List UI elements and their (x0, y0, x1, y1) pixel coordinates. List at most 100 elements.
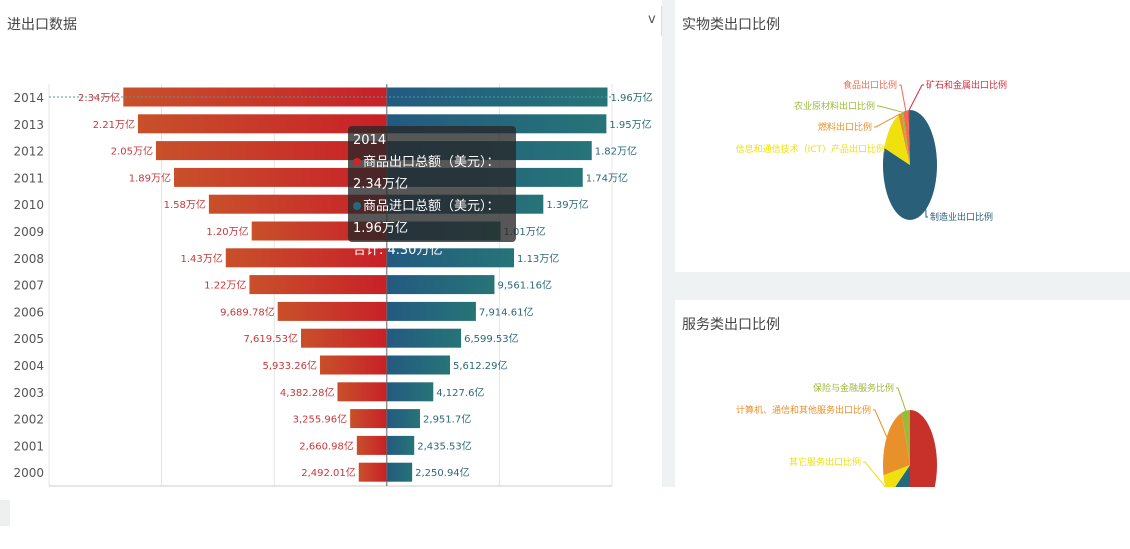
export-value-label: 2,492.01亿 (301, 466, 356, 479)
year-label: 2003 (13, 386, 44, 400)
divider (675, 272, 1130, 300)
export-bar (249, 275, 387, 295)
import-value-label: 2,250.94亿 (415, 466, 470, 479)
export-bar (123, 87, 387, 107)
export-value-label: 7,619.53亿 (243, 332, 298, 345)
year-label: 2004 (13, 359, 44, 373)
year-label: 2013 (13, 118, 44, 132)
slice-label: 其它服务出口比例 (789, 456, 861, 468)
chart-tooltip: 2014 商品出口总额（美元）：2.34万亿 商品进口总额（美元）：1.96万亿… (348, 126, 516, 258)
export-bar (337, 382, 387, 402)
export-bar (358, 462, 387, 482)
pie-slice (884, 115, 910, 165)
year-label: 2000 (13, 466, 44, 480)
label-line (896, 387, 907, 411)
import-bar (386, 382, 434, 402)
slice-label: 农业原材料出口比例 (794, 100, 875, 112)
import-value-label: 9,561.16亿 (497, 279, 552, 292)
divider (661, 6, 662, 36)
year-label: 2010 (13, 198, 44, 212)
import-value-label: 1.13万亿 (517, 252, 559, 265)
slice-label: 矿石和金属出口比例 (926, 79, 1007, 91)
import-value-label: 6,599.53亿 (464, 332, 519, 345)
export-bar (208, 194, 387, 214)
import-value-label: 1.82万亿 (595, 145, 637, 158)
pie-slice (908, 110, 910, 165)
import-bar (386, 409, 421, 429)
export-value-label: 2.34万亿 (78, 91, 120, 104)
label-line (925, 209, 928, 218)
pie-slice (898, 112, 910, 165)
export-value-label: 5,933.26亿 (262, 359, 317, 372)
export-bar (173, 167, 387, 187)
pie-slice (883, 412, 910, 476)
panel-title: 服务类出口比例 (682, 317, 780, 333)
export-bar (350, 409, 387, 429)
export-bar (301, 328, 387, 348)
butterfly-bar-chart: 2014 2.34万亿 1.96万亿 2013 2.21万亿 1.95万亿 2012 2.05… (13, 84, 653, 487)
import-bar (386, 301, 476, 321)
pie-slice (910, 410, 937, 487)
import-value-label: 7,914.61亿 (479, 305, 534, 318)
slice-label: 制造业出口比例 (930, 211, 993, 223)
pie-slice (903, 110, 910, 165)
export-value-label: 2.05万亿 (111, 145, 153, 158)
export-bar (137, 114, 387, 134)
label-line (863, 461, 886, 487)
scroll-handle[interactable] (0, 500, 10, 526)
slice-label: 食品出口比例 (843, 79, 897, 91)
import-dot-icon (353, 202, 361, 210)
import-bar (386, 462, 413, 482)
import-value-label: 1.74万亿 (586, 171, 628, 184)
label-line (874, 113, 901, 128)
export-bar (277, 301, 387, 321)
export-value-label: 1.22万亿 (204, 279, 246, 292)
export-value-label: 1.20万亿 (206, 225, 248, 238)
year-label: 2011 (13, 171, 44, 185)
panel-title: 实物类出口比例 (682, 17, 780, 33)
year-label: 2006 (13, 305, 44, 319)
pie-slice (901, 111, 910, 165)
import-bar (386, 275, 495, 295)
year-label: 2005 (13, 332, 44, 346)
tooltip-title: 2014 (353, 133, 387, 148)
goods-pie-chart: 制造业出口比例 信息和通信技术（ICT）产品出口比例 燃料出口比例 农业原材料出口比例… (736, 79, 1007, 223)
export-value-label: 3,255.96亿 (293, 413, 348, 426)
slice-label: 燃料出口比例 (818, 121, 872, 133)
import-value-label: 4,127.6亿 (436, 386, 484, 399)
slice-label: 信息和通信技术（ICT）产品出口比例 (736, 143, 885, 155)
export-dot-icon (353, 158, 361, 166)
tooltip-total: 合计: 4.30万亿 (353, 243, 443, 258)
export-bar (225, 248, 387, 268)
label-line (877, 105, 903, 113)
import-bar (386, 328, 462, 348)
pie-slice (895, 465, 910, 487)
year-label: 2007 (13, 279, 44, 293)
export-value-label: 1.58万亿 (164, 198, 206, 211)
tooltip-import: 商品进口总额（美元）：1.96万亿 (353, 199, 500, 236)
year-label: 2012 (13, 145, 44, 159)
year-label: 2014 (13, 91, 44, 105)
slice-label: 保险与金融服务比例 (813, 382, 894, 394)
slice-label: 计算机、通信和其他服务出口比例 (736, 404, 871, 416)
label-line (873, 409, 888, 438)
import-value-label: 2,951.7亿 (423, 413, 471, 426)
import-value-label: 2,435.53亿 (417, 439, 472, 452)
export-bar (356, 435, 387, 455)
import-bar (386, 248, 515, 268)
label-line (887, 128, 891, 150)
export-value-label: 1.89万亿 (129, 171, 171, 184)
year-label: 2001 (13, 439, 44, 453)
export-value-label: 4,382.28亿 (280, 386, 335, 399)
import-value-label: 1.39万亿 (546, 198, 588, 211)
import-value-label: 1.95万亿 (609, 118, 651, 131)
export-value-label: 9,689.78亿 (220, 305, 275, 318)
pie-slice (883, 465, 910, 487)
pie-slice (901, 410, 910, 465)
chevron-down-icon[interactable]: v (648, 12, 656, 27)
export-bar (155, 141, 387, 161)
year-label: 2002 (13, 413, 44, 427)
label-line (899, 84, 907, 111)
divider (662, 0, 675, 487)
year-label: 2009 (13, 225, 44, 239)
